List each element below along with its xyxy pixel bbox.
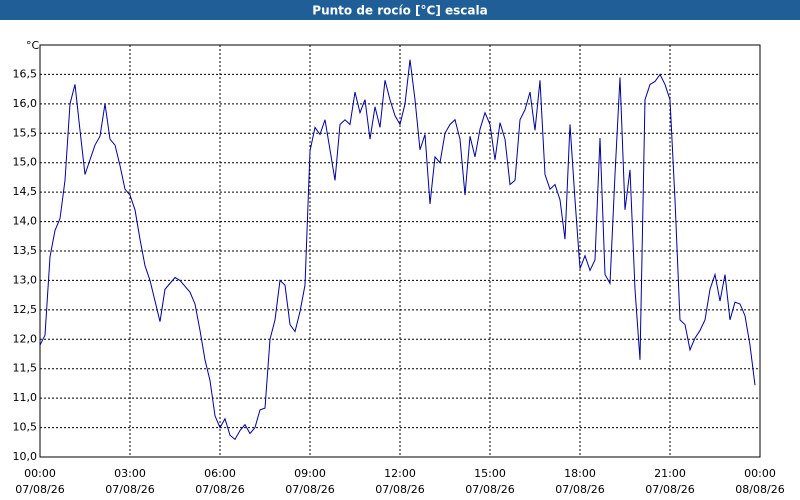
y-tick-label: 14,5 (13, 185, 38, 198)
x-tick-date: 07/08/26 (285, 483, 334, 496)
plot-frame (39, 44, 761, 458)
y-tick-label: 15,0 (13, 156, 38, 169)
y-tick-label: 11,5 (13, 362, 38, 375)
y-tick-label: 13,0 (13, 273, 38, 286)
y-tick-label: 15,5 (13, 126, 38, 139)
y-tick-label: 13,5 (13, 244, 38, 257)
x-tick-label: 09:00 (294, 467, 326, 480)
x-tick-date: 08/08/26 (735, 483, 784, 496)
y-tick-label: 16,5 (13, 67, 38, 80)
y-tick-label: 11,0 (13, 391, 38, 404)
x-tick-label: 21:00 (654, 467, 686, 480)
x-tick-label: 12:00 (384, 467, 416, 480)
y-tick-label: 10,0 (13, 450, 38, 463)
x-tick-date: 07/08/26 (195, 483, 244, 496)
x-tick-label: 15:00 (474, 467, 506, 480)
x-tick-date: 07/08/26 (15, 483, 64, 496)
data-line (39, 59, 756, 441)
y-tick-label: 14,0 (13, 215, 38, 228)
y-tick-label: 10,5 (13, 421, 38, 434)
y-tick-label: 12,0 (13, 332, 38, 345)
y-tick-label: 12,5 (13, 303, 38, 316)
x-tick-date: 07/08/26 (645, 483, 694, 496)
x-tick-label: 00:00 (744, 467, 776, 480)
y-unit: °C (26, 39, 40, 52)
x-tick-label: 06:00 (204, 467, 236, 480)
x-tick-label: 03:00 (114, 467, 146, 480)
x-tick-label: 18:00 (564, 467, 596, 480)
x-tick-label: 00:00 (24, 467, 56, 480)
x-tick-date: 07/08/26 (465, 483, 514, 496)
title-bar (0, 0, 800, 20)
x-tick-date: 07/08/26 (105, 483, 154, 496)
x-tick-date: 07/08/26 (555, 483, 604, 496)
x-tick-date: 07/08/26 (375, 483, 424, 496)
y-tick-label: 16,0 (13, 97, 38, 110)
chart-title: Punto de rocío [°C] escala (312, 4, 487, 18)
